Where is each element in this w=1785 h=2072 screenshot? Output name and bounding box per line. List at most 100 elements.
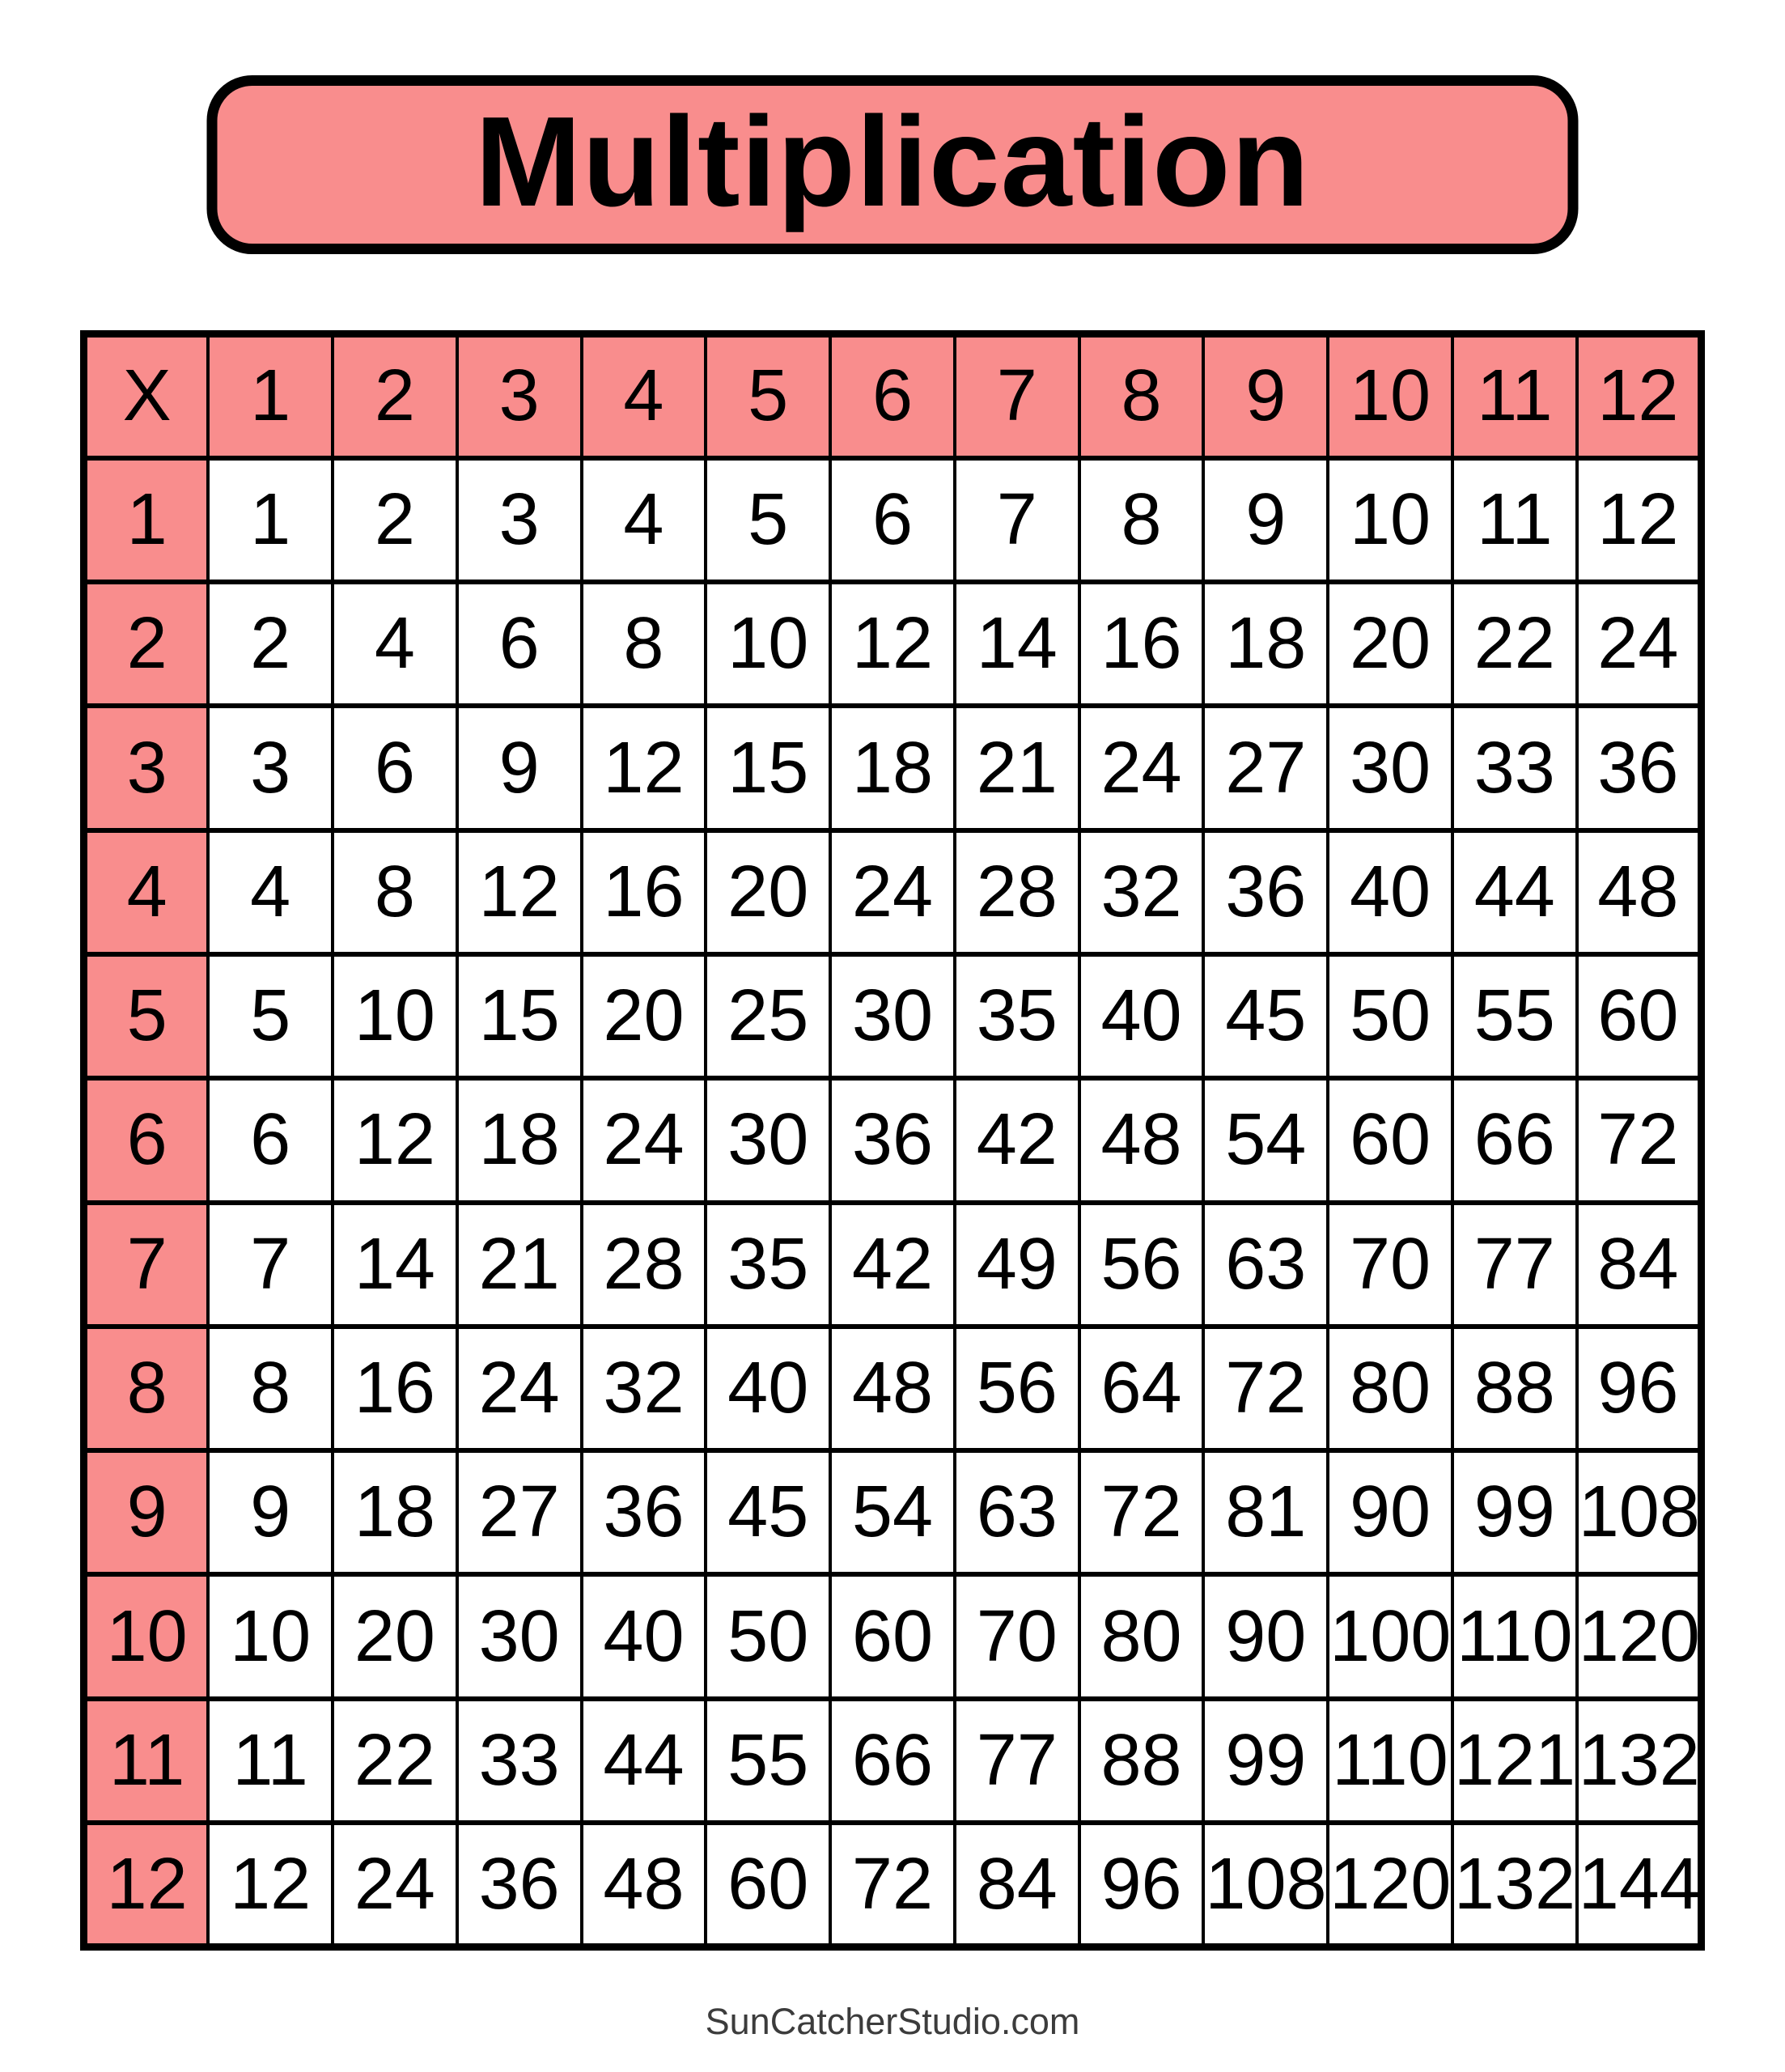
- product-cell: 20: [1326, 580, 1454, 709]
- product-cell: 3: [455, 455, 583, 585]
- product-cell: 70: [952, 1572, 1081, 1701]
- product-cell: 11: [1450, 455, 1579, 585]
- product-cell: 81: [1202, 1448, 1330, 1577]
- row-header-cell: 4: [82, 827, 210, 957]
- column-header-cell: 2: [331, 331, 459, 461]
- product-cell: 108: [1202, 1820, 1330, 1950]
- product-cell: 72: [1575, 1076, 1703, 1205]
- product-cell: 44: [1450, 827, 1579, 957]
- product-cell: 77: [1450, 1199, 1579, 1329]
- product-cell: 16: [579, 827, 708, 957]
- product-cell: 27: [455, 1448, 583, 1577]
- product-cell: 2: [206, 580, 335, 709]
- product-cell: 96: [1575, 1323, 1703, 1454]
- product-cell: 33: [1450, 703, 1579, 833]
- product-cell: 110: [1326, 1696, 1454, 1826]
- product-cell: 4: [206, 827, 335, 957]
- product-cell: 24: [331, 1820, 459, 1950]
- product-cell: 49: [952, 1199, 1081, 1329]
- product-cell: 24: [579, 1076, 708, 1205]
- product-cell: 21: [455, 1199, 583, 1329]
- product-cell: 54: [1202, 1076, 1330, 1205]
- row-header-cell: 8: [82, 1323, 210, 1454]
- table-row: 10 10 20 30 40 50 60 70 80 90 100 110 120: [82, 1572, 1703, 1701]
- column-header-cell: 10: [1326, 331, 1454, 461]
- product-cell: 25: [704, 951, 833, 1081]
- product-cell: 22: [1450, 580, 1579, 709]
- row-header-cell: 1: [82, 455, 210, 585]
- product-cell: 48: [579, 1820, 708, 1950]
- corner-cell: X: [82, 331, 210, 461]
- product-cell: 55: [1450, 951, 1579, 1081]
- product-cell: 99: [1450, 1448, 1579, 1577]
- product-cell: 99: [1202, 1696, 1330, 1826]
- product-cell: 12: [331, 1076, 459, 1205]
- row-header-cell: 7: [82, 1199, 210, 1329]
- row-header-cell: 12: [82, 1820, 210, 1950]
- product-cell: 60: [829, 1572, 956, 1701]
- product-cell: 84: [1575, 1199, 1703, 1329]
- product-cell: 77: [952, 1696, 1081, 1826]
- product-cell: 60: [704, 1820, 833, 1950]
- product-cell: 30: [704, 1076, 833, 1205]
- product-cell: 35: [704, 1199, 833, 1329]
- product-cell: 28: [952, 827, 1081, 957]
- product-cell: 35: [952, 951, 1081, 1081]
- product-cell: 9: [206, 1448, 335, 1577]
- column-header-cell: 4: [579, 331, 708, 461]
- product-cell: 32: [1077, 827, 1206, 957]
- row-header-cell: 5: [82, 951, 210, 1081]
- product-cell: 10: [1326, 455, 1454, 585]
- product-cell: 42: [829, 1199, 956, 1329]
- table-row: 9 9 18 27 36 45 54 63 72 81 90 99 108: [82, 1448, 1703, 1577]
- product-cell: 24: [829, 827, 956, 957]
- product-cell: 88: [1450, 1323, 1579, 1454]
- product-cell: 10: [331, 951, 459, 1081]
- product-cell: 12: [206, 1820, 335, 1950]
- table-row: 2 2 4 6 8 10 12 14 16 18 20 22 24: [82, 580, 1703, 709]
- column-header-cell: 1: [206, 331, 335, 461]
- table-row: 5 5 10 15 20 25 30 35 40 45 50 55 60: [82, 951, 1703, 1081]
- product-cell: 14: [331, 1199, 459, 1329]
- product-cell: 30: [829, 951, 956, 1081]
- product-cell: 5: [206, 951, 335, 1081]
- product-cell: 12: [455, 827, 583, 957]
- product-cell: 16: [331, 1323, 459, 1454]
- product-cell: 3: [206, 703, 335, 833]
- product-cell: 9: [455, 703, 583, 833]
- product-cell: 18: [331, 1448, 459, 1577]
- product-cell: 36: [1575, 703, 1703, 833]
- multiplication-table: X 1 2 3 4 5 6 7 8 9 10 11 12 1 1 2 3 4 5 6 7 8 9 10 11 12 2 2 4 6 8 10 1…: [80, 330, 1705, 1951]
- product-cell: 72: [1202, 1323, 1330, 1454]
- product-cell: 4: [331, 580, 459, 709]
- product-cell: 24: [1575, 580, 1703, 709]
- product-cell: 30: [455, 1572, 583, 1701]
- column-header-cell: 11: [1450, 331, 1579, 461]
- product-cell: 54: [829, 1448, 956, 1577]
- table-row: 7 7 14 21 28 35 42 49 56 63 70 77 84: [82, 1199, 1703, 1329]
- product-cell: 40: [1077, 951, 1206, 1081]
- product-cell: 8: [331, 827, 459, 957]
- product-cell: 11: [206, 1696, 335, 1826]
- row-header-cell: 2: [82, 580, 210, 709]
- product-cell: 56: [952, 1323, 1081, 1454]
- row-header-cell: 10: [82, 1572, 210, 1701]
- product-cell: 36: [1202, 827, 1330, 957]
- product-cell: 20: [331, 1572, 459, 1701]
- header-row: X 1 2 3 4 5 6 7 8 9 10 11 12: [82, 331, 1703, 461]
- product-cell: 5: [704, 455, 833, 585]
- product-cell: 40: [579, 1572, 708, 1701]
- product-cell: 121: [1450, 1696, 1579, 1826]
- product-cell: 132: [1450, 1820, 1579, 1950]
- table-row: 12 12 24 36 48 60 72 84 96 108 120 132 144: [82, 1820, 1703, 1950]
- table-row: 3 3 6 9 12 15 18 21 24 27 30 33 36: [82, 703, 1703, 833]
- product-cell: 48: [1077, 1076, 1206, 1205]
- product-cell: 24: [455, 1323, 583, 1454]
- product-cell: 6: [206, 1076, 335, 1205]
- product-cell: 132: [1575, 1696, 1703, 1826]
- product-cell: 6: [331, 703, 459, 833]
- table-row: 4 4 8 12 16 20 24 28 32 36 40 44 48: [82, 827, 1703, 957]
- product-cell: 8: [206, 1323, 335, 1454]
- product-cell: 36: [455, 1820, 583, 1950]
